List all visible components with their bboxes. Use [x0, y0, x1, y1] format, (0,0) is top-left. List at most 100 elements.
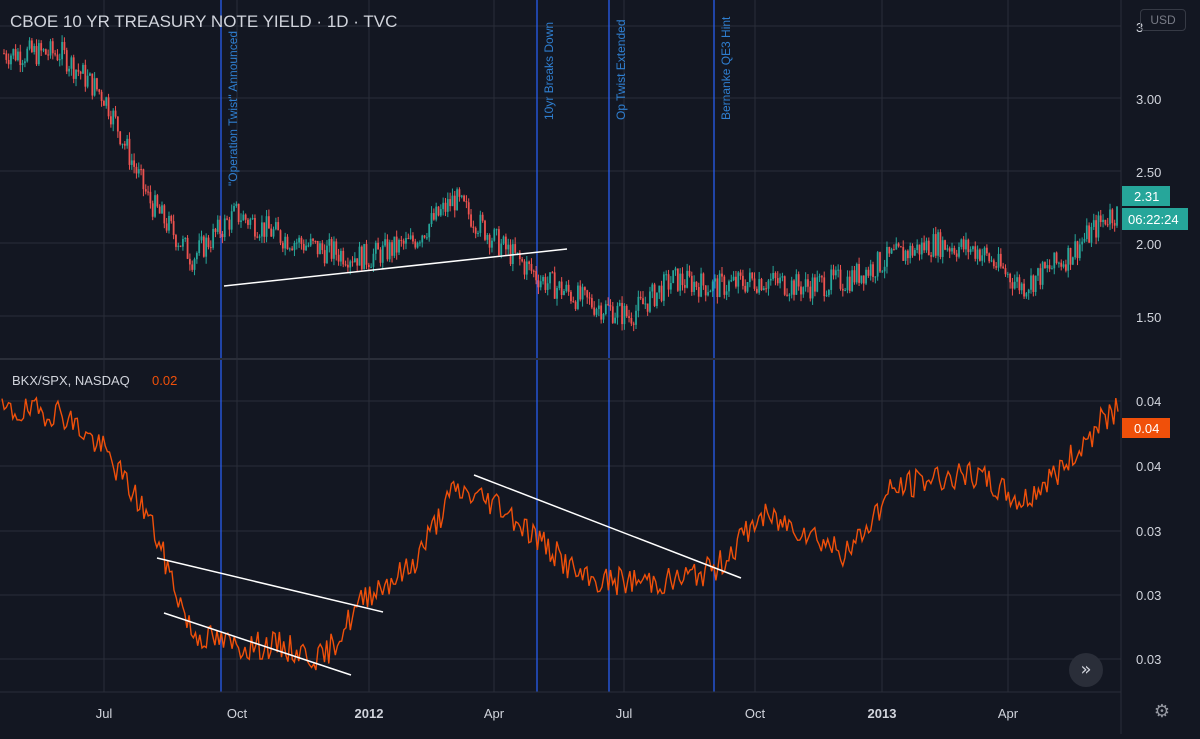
candle-body	[328, 239, 331, 246]
candle-body	[669, 283, 672, 290]
candle-body	[679, 273, 682, 291]
candle-body	[1023, 283, 1025, 297]
candle-body	[198, 240, 201, 254]
candle-body	[1025, 293, 1028, 297]
candle-body	[823, 277, 826, 297]
candle-body	[960, 239, 963, 247]
candle-body	[846, 276, 849, 291]
candle-body	[93, 78, 96, 96]
candle-body	[14, 49, 17, 61]
candle-body	[869, 264, 872, 276]
candle-body	[700, 273, 702, 297]
candle-body	[333, 241, 335, 259]
ratio-badge: 0.04	[1134, 421, 1159, 436]
candle-body	[58, 59, 61, 61]
x-tick: Apr	[998, 706, 1019, 721]
candle-body	[920, 242, 923, 255]
candle-body	[855, 263, 858, 283]
candle-body	[21, 63, 24, 66]
candle-body	[237, 203, 240, 222]
candle-body	[883, 266, 886, 272]
candle-body	[135, 166, 138, 174]
candle-body	[293, 242, 296, 251]
candle-body	[925, 240, 928, 251]
candle-body	[233, 206, 235, 212]
candle-body	[939, 232, 942, 257]
candle-body	[377, 242, 379, 250]
candle-body	[495, 229, 498, 231]
candle-body	[586, 290, 589, 298]
candle-body	[953, 248, 956, 254]
candle-body	[123, 143, 126, 146]
candle-body	[837, 269, 840, 271]
candle-body	[195, 253, 198, 260]
yield-candles	[3, 35, 1118, 332]
candle-body	[360, 246, 363, 270]
candle-body	[321, 243, 324, 251]
trendline	[156, 557, 384, 613]
candle-body	[565, 284, 568, 291]
candle-body	[844, 290, 847, 292]
candle-body	[302, 243, 305, 251]
candle-body	[128, 138, 131, 165]
candle-body	[405, 237, 407, 244]
upper-y-tick: 2.00	[1136, 237, 1161, 252]
candle-body	[154, 195, 156, 217]
candle-body	[423, 235, 426, 238]
candle-body	[793, 280, 795, 295]
candle-body	[674, 268, 677, 271]
double-chevron-right-icon[interactable]: »	[1069, 653, 1103, 687]
candle-body	[790, 280, 793, 295]
candle-body	[274, 222, 277, 230]
candle-body	[219, 219, 221, 234]
candle-body	[1030, 275, 1032, 290]
candle-body	[530, 263, 533, 271]
candle-body	[597, 305, 600, 310]
ratio-badge-bg	[1122, 418, 1170, 438]
candle-body	[934, 234, 937, 256]
gear-icon[interactable]: ⚙	[1153, 701, 1171, 722]
candle-body	[79, 71, 82, 74]
candle-body	[119, 131, 122, 145]
candle-body	[967, 239, 970, 253]
candle-body	[72, 57, 75, 79]
candle-body	[170, 215, 173, 222]
currency-button[interactable]: USD	[1140, 9, 1186, 31]
event-label: 10yr Breaks Down	[542, 22, 556, 120]
candle-body	[1064, 264, 1067, 271]
candle-body	[642, 298, 644, 305]
candle-body	[265, 216, 268, 237]
candle-body	[1067, 247, 1070, 271]
candle-body	[900, 246, 902, 248]
candle-body	[990, 260, 993, 262]
candle-body	[130, 160, 133, 165]
candle-body	[525, 261, 528, 275]
candle-body	[755, 288, 758, 293]
candle-body	[1095, 220, 1097, 238]
candle-body	[707, 292, 709, 296]
candle-body	[200, 236, 203, 241]
candle-body	[1076, 241, 1079, 259]
candle-body	[709, 291, 712, 293]
candle-body	[874, 276, 877, 278]
candle-body	[316, 240, 319, 255]
candle-body	[458, 189, 461, 197]
candle-body	[409, 235, 412, 239]
candle-body	[611, 306, 614, 323]
candle-body	[841, 288, 844, 291]
candle-body	[769, 278, 772, 281]
candle-body	[465, 201, 468, 203]
candle-body	[1104, 219, 1107, 225]
candle-body	[690, 275, 693, 292]
candle-body	[1083, 238, 1086, 242]
candle-body	[116, 116, 119, 132]
candle-body	[702, 273, 705, 286]
candle-body	[126, 138, 129, 146]
candle-body	[1102, 219, 1104, 223]
candle-body	[839, 269, 842, 289]
candle-body	[716, 278, 719, 298]
candle-body	[453, 195, 456, 211]
candle-body	[386, 239, 389, 260]
candle-body	[416, 242, 419, 248]
